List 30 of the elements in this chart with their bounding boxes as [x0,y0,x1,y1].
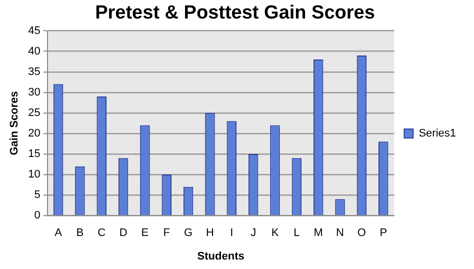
x-tick-label: L [294,227,300,240]
x-tick-label: F [163,227,170,240]
y-tick-label: 10 [28,168,40,181]
y-tick-label: 30 [28,86,40,98]
y-tick-label: 5 [34,189,40,202]
x-tick-label: J [250,227,256,240]
x-tick-label: B [76,227,84,240]
y-tick-label: 25 [28,106,40,119]
x-tick-label: E [141,227,149,240]
y-tick-label: 0 [34,210,40,222]
x-tick-label: A [54,227,63,240]
x-tick-label: C [98,227,106,240]
x-tick-label: N [336,227,344,240]
x-tick-label: D [119,227,128,240]
y-axis-title: Gain Scores [8,91,21,156]
x-tick-label: G [184,227,193,240]
x-tick-label: M [314,227,323,240]
x-tick-label: O [357,227,366,240]
chart-title: Pretest & Posttest Gain Scores [95,2,375,24]
x-axis-title: Students [197,250,244,262]
y-tick-label: 45 [28,24,40,37]
y-tick-label: 20 [28,128,40,140]
x-tick-label: K [271,227,280,240]
x-tick-label: P [380,227,388,240]
legend-label: Series1 [418,128,456,140]
y-tick-label: 35 [28,66,40,78]
x-tick-label: H [206,227,214,240]
y-tick-label: 40 [28,45,40,58]
x-tick-label: I [230,227,234,240]
y-tick-label: 15 [28,148,40,160]
